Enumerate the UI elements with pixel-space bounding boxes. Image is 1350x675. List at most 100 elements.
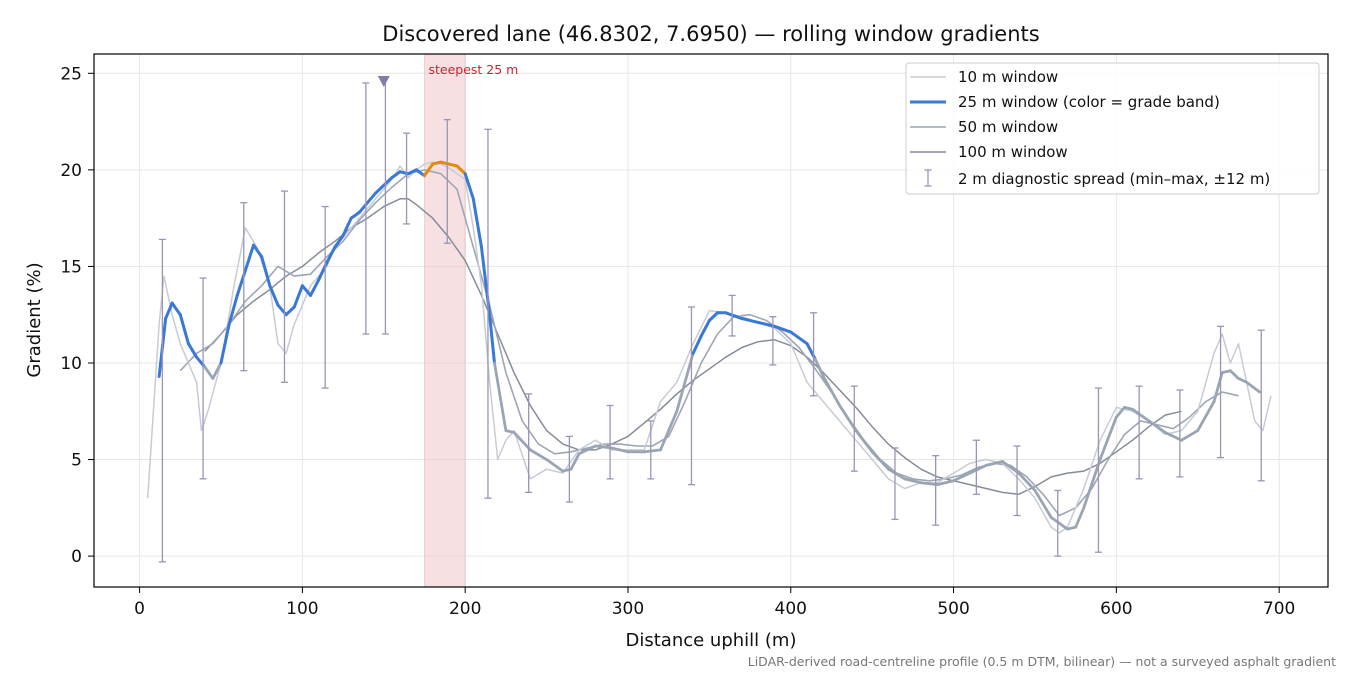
series-line-w25-segment <box>252 243 264 259</box>
steepest-label: steepest 25 m <box>428 62 518 77</box>
series-line-w25-segment <box>772 324 793 334</box>
series-line-w25-segment <box>414 168 426 178</box>
series-line-w25-segment <box>164 301 174 321</box>
steepest-marker <box>377 76 390 88</box>
series-line-w25-segment <box>374 183 386 195</box>
series-line-w25-segment <box>219 322 231 365</box>
series-line-w25-segment <box>333 234 345 249</box>
spread-bar <box>728 294 736 337</box>
spread-bar <box>850 385 858 472</box>
series-line-w25-segment <box>854 429 874 454</box>
series-line-w25-segment <box>422 162 435 178</box>
series-line-w25-segment <box>1237 377 1249 384</box>
series-line-w50 <box>179 169 1239 517</box>
series-line-w25-segment <box>903 477 923 485</box>
series-line-w25-segment <box>724 311 744 321</box>
series-line-w25-segment <box>919 481 939 487</box>
series-line-w25-segment <box>1017 471 1037 492</box>
series-line-w100 <box>204 198 1182 496</box>
series-line-w25-segment <box>1163 431 1183 442</box>
series-line-w25-segment <box>203 365 215 380</box>
y-tick-label: 10 <box>60 354 82 374</box>
series-line-w25-segment <box>756 320 776 328</box>
series-line-w25-segment <box>813 357 825 378</box>
spread-bar <box>891 447 899 521</box>
series-line-w25-segment <box>1049 516 1069 531</box>
spread-bar <box>525 393 533 494</box>
series-line-w25-segment <box>1245 380 1262 394</box>
series-line-w25-segment <box>243 243 256 272</box>
legend-label-spread: 2 m diagnostic spread (min–max, ±12 m) <box>958 170 1270 188</box>
series-line-w25-segment <box>211 361 223 380</box>
series-line-w25-segment <box>789 330 809 346</box>
series-line-w25-segment <box>186 342 199 359</box>
series-line-w25-segment <box>309 278 321 297</box>
series-line-w25-segment <box>1180 429 1200 442</box>
spread-bar <box>810 312 818 397</box>
series-line-w25-segment <box>968 463 988 475</box>
series-line-w25-segment <box>260 255 272 288</box>
spread-bars <box>158 76 1265 563</box>
series-line-w25-segment <box>341 216 353 238</box>
legend-label-25m: 25 m window (color = grade band) <box>958 93 1220 111</box>
series-line-w25-segment <box>740 317 760 324</box>
x-tick-label: 200 <box>449 599 481 619</box>
series-line-w25-segment <box>528 448 548 461</box>
series-line-w25-segment <box>642 448 662 454</box>
spread-bar <box>199 277 207 480</box>
series-line-w25-segment <box>1196 400 1216 432</box>
y-tick-label: 5 <box>71 451 82 471</box>
legend-label-100m: 100 m window <box>958 143 1068 161</box>
steepest-band <box>423 53 466 588</box>
legend-box <box>905 62 1320 195</box>
plot-frame <box>93 53 1329 588</box>
series-line-w25-segment <box>1114 406 1126 419</box>
series-line-w25-segment <box>268 284 280 307</box>
x-axis-label: Distance uphill (m) <box>626 630 797 651</box>
legend-label-50m: 50 m window <box>958 118 1058 136</box>
series-line-w25-segment <box>1001 460 1021 475</box>
x-tick-label: 700 <box>1263 599 1295 619</box>
series-line-w25-segment <box>493 361 508 432</box>
spread-bar <box>403 132 411 225</box>
spread-bar <box>687 306 695 486</box>
axes: 0 100 200 300 400 500 600 700 0 5 10 15 20 25 <box>60 64 1295 619</box>
series-line-w25-segment <box>1147 419 1167 434</box>
series-line-w25-segment <box>821 375 842 407</box>
series-line-w25-segment <box>707 311 720 322</box>
series-line-w25-segment <box>406 168 418 176</box>
x-tick-label: 100 <box>286 599 318 619</box>
series-line-w25-segment <box>471 197 483 249</box>
legend-swatch-spread <box>924 169 932 187</box>
spread-bar <box>647 420 655 480</box>
spread-bar <box>972 439 980 495</box>
spread-bar <box>280 190 288 383</box>
series-line-w25-segment <box>594 444 614 450</box>
series-line-w25-segment <box>455 164 467 176</box>
series-line-w25-segment <box>984 460 1004 467</box>
series-line-w25-segment <box>545 458 565 473</box>
series-line-w25-segment <box>227 293 239 326</box>
series-line-w25-segment <box>1082 458 1102 510</box>
series-line-w25-segment <box>349 210 361 220</box>
spread-bar <box>1135 385 1143 480</box>
series-line-w25-segment <box>300 284 313 297</box>
series-group <box>146 160 1272 534</box>
series-line-w25-segment <box>170 301 182 317</box>
series-line-w10 <box>146 161 1272 534</box>
spread-bar <box>381 76 389 335</box>
series-line-w25-segment <box>292 284 304 309</box>
spread-bar <box>1217 325 1225 459</box>
series-line-w25-segment <box>610 446 630 454</box>
spread-bar <box>158 238 166 563</box>
chart-title: Discovered lane (46.8302, 7.6950) — roll… <box>382 22 1039 46</box>
series-line-w25-segment <box>512 431 532 452</box>
spread-bar <box>443 119 451 244</box>
series-line-w25-segment <box>178 313 190 346</box>
y-tick-label: 15 <box>60 257 82 277</box>
series-line-w25-segment <box>1098 415 1118 461</box>
series-line-w25-segment <box>952 471 972 483</box>
series-line-w25-segment <box>325 245 337 265</box>
y-tick-label: 0 <box>71 547 82 567</box>
